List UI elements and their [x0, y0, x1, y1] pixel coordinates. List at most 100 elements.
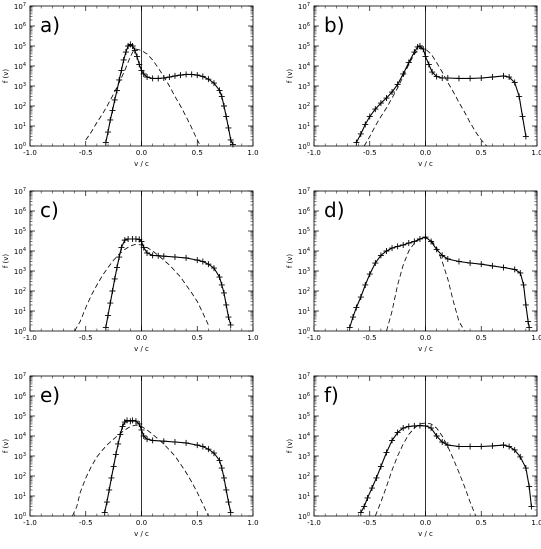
dashed-series-line: [74, 243, 209, 332]
plus-marker: [478, 261, 485, 268]
plus-marker: [194, 442, 201, 449]
plus-marker: [188, 71, 195, 78]
plus-marker: [357, 294, 364, 301]
plus-marker: [136, 61, 143, 68]
y-tick-label: 107: [14, 2, 26, 11]
plus-marker: [511, 266, 518, 273]
plus-marker: [138, 67, 145, 74]
plus-marker: [166, 74, 173, 81]
plus-marker: [405, 240, 412, 247]
x-tick-label: -1.0: [23, 149, 37, 157]
y-tick-label: 102: [298, 287, 310, 296]
y-tick-label: 105: [14, 42, 26, 51]
x-axis-label: v / c: [134, 530, 149, 538]
x-axis-label: v / c: [418, 530, 433, 538]
y-tick-label: 103: [14, 82, 26, 91]
plus-marker: [199, 73, 206, 80]
x-tick-label: -1.0: [23, 334, 37, 342]
y-tick-label: 107: [14, 187, 26, 196]
plus-marker: [455, 443, 462, 450]
y-tick-label: 105: [14, 412, 26, 421]
x-axis-label: v / c: [418, 345, 433, 353]
plus-marker: [429, 69, 436, 76]
plus-marker: [205, 76, 212, 83]
x-tick-label: 0.0: [136, 334, 147, 342]
plus-marker: [227, 509, 234, 516]
x-tick-label: -1.0: [307, 334, 321, 342]
plus-marker: [506, 443, 513, 450]
plus-marker: [428, 238, 435, 245]
plus-marker: [526, 324, 533, 331]
x-tick-label: 0.5: [192, 149, 203, 157]
plus-marker: [210, 450, 217, 457]
plus-marker: [194, 257, 201, 264]
plus-marker: [506, 74, 513, 81]
x-tick-label: -1.0: [23, 519, 37, 527]
plus-marker: [467, 443, 474, 450]
plus-marker: [155, 75, 162, 82]
y-tick-label: 101: [14, 492, 26, 501]
plus-marker: [455, 258, 462, 265]
y-axis-label: f (v): [286, 439, 294, 454]
plus-marker: [511, 446, 518, 453]
y-tick-label: 100: [298, 512, 310, 521]
dashed-series-line: [374, 422, 477, 517]
plus-marker: [140, 244, 147, 251]
y-axis-label: f (v): [286, 69, 294, 84]
plus-marker: [528, 503, 535, 510]
plus-marker: [140, 70, 147, 77]
plus-marker: [519, 113, 526, 120]
plus-marker: [489, 262, 496, 269]
plus-marker: [144, 74, 151, 81]
plus-marker: [444, 255, 451, 262]
plus-marker: [372, 260, 379, 267]
dashed-series-line: [85, 48, 201, 147]
plus-marker: [422, 422, 429, 429]
plus-marker: [227, 136, 234, 143]
plus-marker: [183, 71, 190, 78]
plus-marker: [117, 431, 124, 438]
y-axis-label: f (v): [2, 69, 10, 84]
plus-marker: [383, 95, 390, 102]
plus-marker: [144, 436, 151, 443]
plus-marker: [362, 281, 369, 288]
plus-marker: [149, 252, 156, 259]
plus-marker: [138, 238, 145, 245]
plus-marker: [229, 141, 236, 148]
plus-marker: [420, 46, 427, 53]
y-tick-label: 100: [14, 142, 26, 151]
plus-marker: [422, 53, 429, 60]
plus-marker: [373, 474, 380, 481]
x-tick-label: 0.0: [420, 334, 431, 342]
y-tick-label: 104: [14, 247, 26, 256]
plus-marker: [489, 74, 496, 81]
x-tick-label: -1.0: [307, 519, 321, 527]
plus-series-line: [105, 43, 234, 145]
y-tick-label: 101: [298, 122, 310, 131]
plus-marker: [389, 89, 396, 96]
plus-marker: [210, 265, 217, 272]
y-tick-label: 104: [298, 247, 310, 256]
plus-series-line: [355, 45, 527, 143]
plus-marker: [353, 139, 360, 146]
x-tick-label: 0.5: [192, 519, 203, 527]
plus-marker: [108, 474, 115, 481]
plus-series-line: [360, 425, 532, 513]
plus-marker: [433, 73, 440, 80]
y-tick-label: 106: [14, 207, 26, 216]
plus-marker: [105, 312, 112, 319]
y-tick-label: 106: [298, 22, 310, 31]
y-tick-label: 106: [14, 392, 26, 401]
plus-marker: [171, 72, 178, 79]
plus-marker: [383, 248, 390, 254]
y-tick-label: 103: [14, 267, 26, 276]
plus-marker: [500, 72, 507, 79]
plus-marker: [526, 483, 533, 490]
panel-label: a): [40, 13, 60, 37]
x-tick-label: 1.0: [247, 519, 258, 527]
plus-marker: [119, 423, 126, 430]
y-tick-label: 100: [298, 142, 310, 151]
plus-marker: [106, 486, 113, 493]
plus-marker: [522, 133, 529, 140]
plus-marker: [346, 324, 353, 331]
